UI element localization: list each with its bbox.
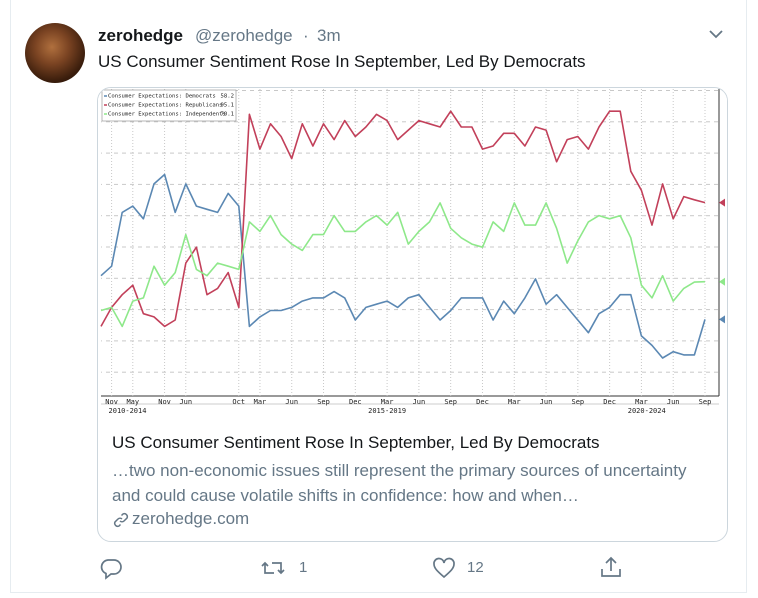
- data-line: [100, 110, 706, 328]
- x-tick-label: Dec: [603, 398, 616, 406]
- x-tick-label: Mar: [381, 398, 394, 406]
- legend-box: [101, 89, 237, 122]
- timeline-frame: [10, 0, 747, 593]
- x-group-label: 2010-2014: [109, 407, 147, 415]
- retweet-icon[interactable]: [260, 556, 286, 580]
- avatar[interactable]: [25, 23, 85, 83]
- last-value-marker: [719, 198, 725, 207]
- card-domain[interactable]: zerohedge.com: [132, 509, 250, 528]
- x-tick-label: Sep: [699, 398, 712, 406]
- like-count: 12: [467, 559, 484, 576]
- retweet-count: 1: [299, 559, 308, 576]
- separator: ·: [303, 26, 309, 45]
- x-group-label: 2020-2024: [628, 407, 666, 415]
- user-handle[interactable]: @zerohedge: [195, 26, 293, 45]
- x-tick-label: Nov: [105, 398, 118, 406]
- x-tick-label: Oct: [232, 398, 245, 406]
- x-tick-label: Sep: [317, 398, 330, 406]
- legend-label: Consumer Expectations: Republicans: [108, 103, 223, 109]
- x-tick-label: Sep: [572, 398, 585, 406]
- legend-label: Consumer Expectations: Democrats: [108, 94, 216, 100]
- x-tick-label: Nov: [158, 398, 171, 406]
- link-icon: [113, 512, 129, 528]
- last-value-marker: [719, 277, 725, 286]
- x-tick-label: Jun: [540, 398, 553, 406]
- x-tick-label: Jun: [667, 398, 680, 406]
- x-tick-label: Jun: [285, 398, 298, 406]
- like-icon[interactable]: [432, 556, 456, 580]
- data-line: [100, 202, 706, 328]
- x-tick-label: Mar: [508, 398, 521, 406]
- legend-value: 95.1: [221, 103, 234, 109]
- x-tick-label: Dec: [349, 398, 362, 406]
- x-tick-label: Sep: [444, 398, 457, 406]
- x-tick-label: May: [126, 398, 139, 406]
- x-tick-label: Dec: [476, 398, 489, 406]
- last-value-marker: [719, 315, 725, 324]
- x-tick-label: Mar: [254, 398, 267, 406]
- user-name[interactable]: zerohedge: [98, 26, 184, 45]
- share-icon[interactable]: [599, 555, 623, 579]
- link-card[interactable]: Nov May Nov Jun Oct Mar Jun Sep Dec Mar Jun Sep Dec M…: [97, 87, 728, 542]
- tweet-text: US Consumer Sentiment Rose In September,…: [98, 52, 586, 71]
- data-line: [100, 173, 706, 359]
- reply-icon[interactable]: [99, 556, 123, 580]
- menu-chevron[interactable]: [706, 26, 726, 42]
- legend-label: Consumer Expectations: Independents: [108, 112, 226, 118]
- timestamp[interactable]: 3m: [317, 26, 341, 45]
- x-tick-label: Mar: [635, 398, 648, 406]
- x-tick-label: Jun: [179, 398, 192, 406]
- x-tick-label: Jun: [413, 398, 426, 406]
- legend-value: 70.1: [221, 112, 234, 118]
- legend-value: 58.2: [221, 94, 234, 100]
- chart: Nov May Nov Jun Oct Mar Jun Sep Dec Mar Jun Sep Dec M…: [98, 88, 727, 424]
- x-group-label: 2015-2019: [368, 407, 406, 415]
- card-description: …two non-economic issues still represent…: [112, 461, 687, 505]
- card-title[interactable]: US Consumer Sentiment Rose In September,…: [112, 433, 600, 452]
